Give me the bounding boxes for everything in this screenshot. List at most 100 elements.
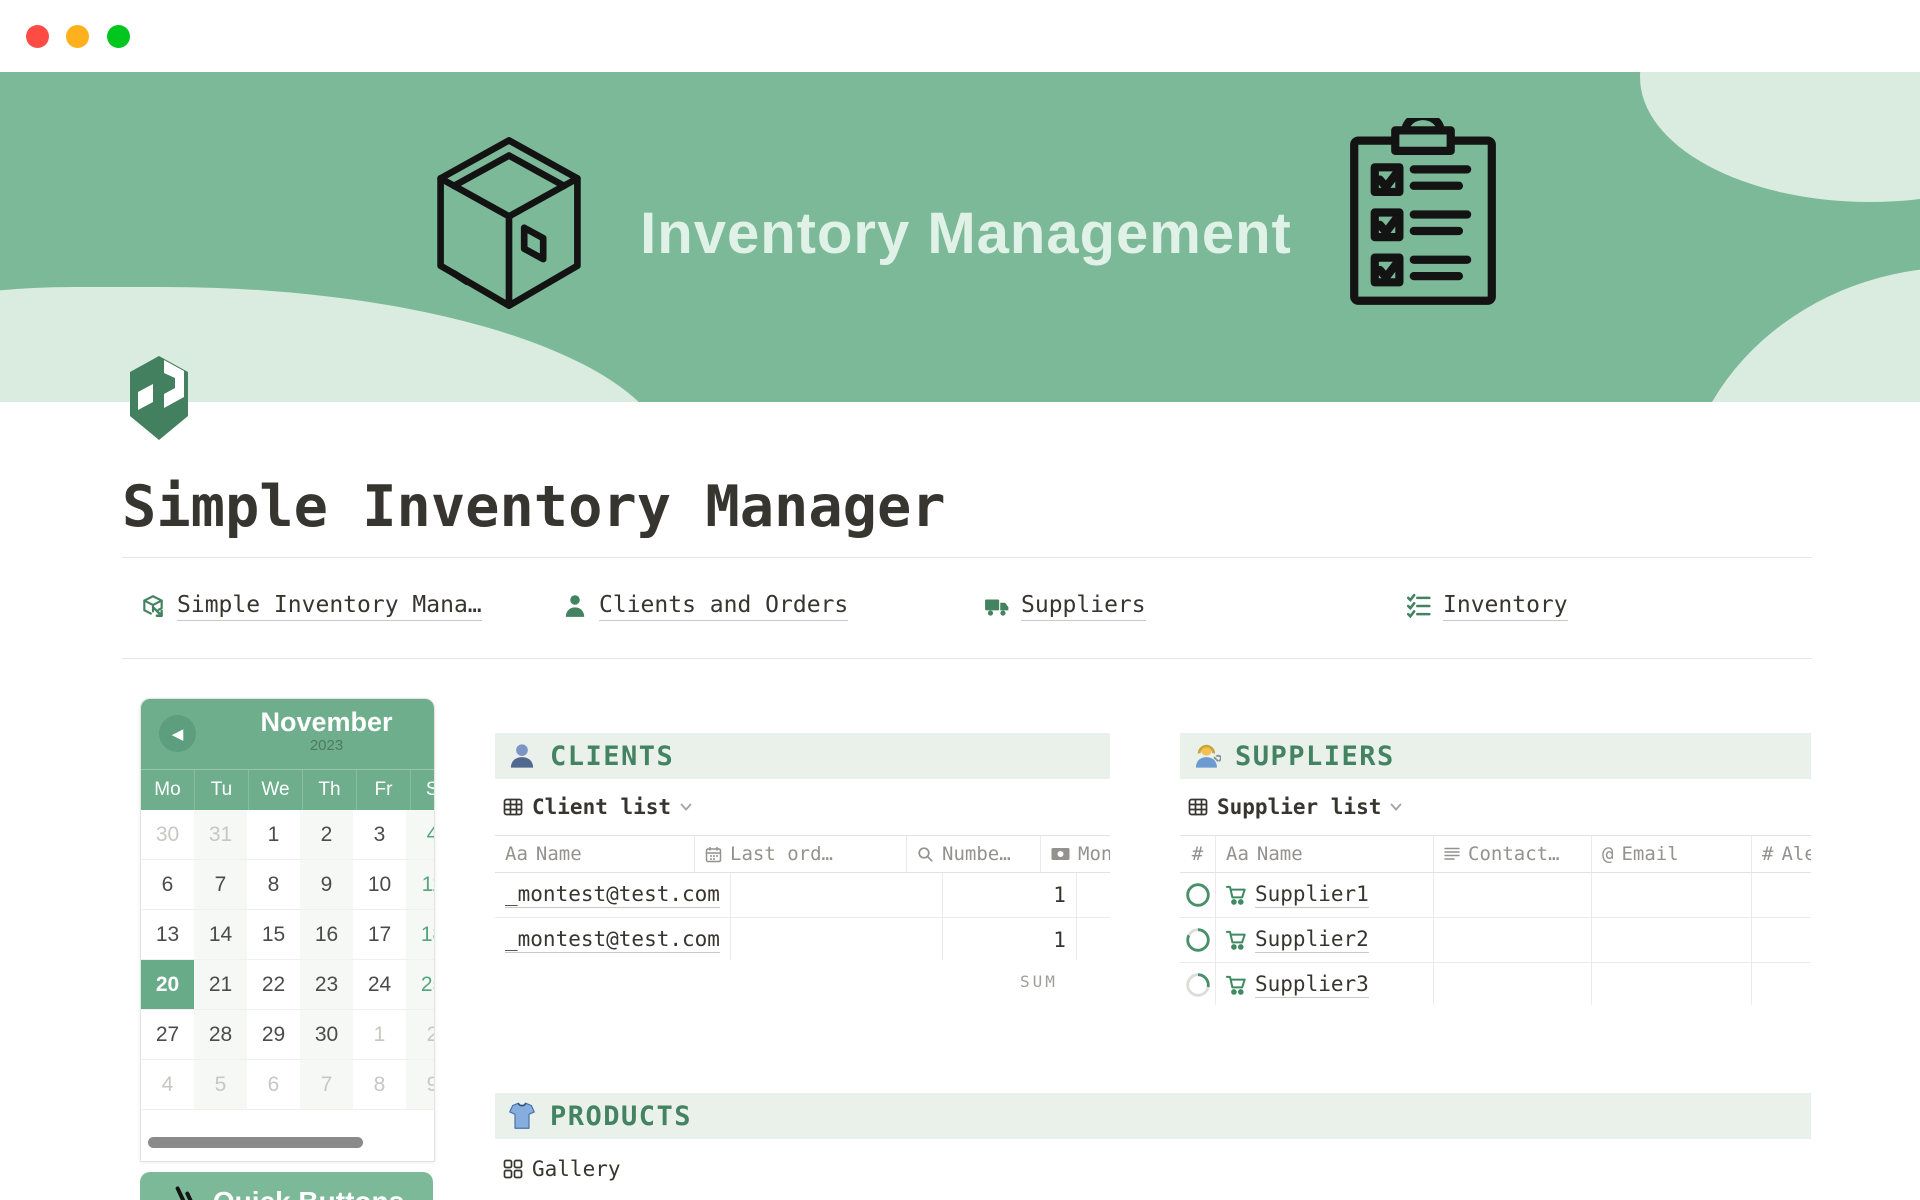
supplier-alert-cell[interactable] bbox=[1752, 918, 1811, 962]
nav-link-inventory[interactable]: Inventory bbox=[1406, 578, 1568, 634]
calendar-day[interactable]: 28 bbox=[194, 1010, 247, 1059]
column-header-money[interactable]: Mon bbox=[1041, 836, 1110, 872]
checklist-icon bbox=[1406, 593, 1432, 619]
supplier-name-cell[interactable]: Supplier2 bbox=[1216, 918, 1434, 962]
client-number-cell[interactable]: 1 bbox=[943, 918, 1077, 960]
calendar-day[interactable]: 24 bbox=[367, 972, 392, 996]
supplier-progress-cell[interactable] bbox=[1180, 963, 1216, 1005]
client-money-cell[interactable] bbox=[1077, 918, 1110, 960]
supplier-email-cell[interactable] bbox=[1592, 918, 1752, 962]
page-icon[interactable] bbox=[128, 352, 190, 442]
calendar-day[interactable]: 8 bbox=[267, 872, 280, 896]
calendar-day[interactable]: 6 bbox=[267, 1072, 280, 1096]
calendar-day[interactable]: 22 bbox=[261, 972, 286, 996]
calendar-day[interactable]: 10 bbox=[367, 872, 392, 896]
client-name-link[interactable]: _montest@test.com bbox=[505, 882, 720, 908]
clients-view-tab[interactable]: Client list bbox=[503, 790, 692, 824]
supplier-progress-cell[interactable] bbox=[1180, 873, 1216, 917]
nav-link-clients-and-orders[interactable]: Clients and Orders bbox=[562, 578, 849, 634]
column-header-contact[interactable]: Contact… bbox=[1434, 836, 1592, 872]
mechanic-icon bbox=[1193, 742, 1221, 770]
calendar-day[interactable]: 27 bbox=[155, 1022, 180, 1046]
column-header-name[interactable]: Aa Name bbox=[495, 836, 695, 872]
supplier-alert-cell[interactable] bbox=[1752, 963, 1811, 1005]
client-number-cell[interactable]: 1 bbox=[943, 873, 1077, 917]
client-name-cell[interactable]: _montest@test.com bbox=[495, 873, 731, 917]
calendar-day[interactable]: 8 bbox=[373, 1072, 386, 1096]
suppliers-view-label: Supplier list bbox=[1217, 795, 1382, 819]
calendar-day[interactable]: 23 bbox=[300, 960, 353, 1009]
supplier-name-link[interactable]: Supplier2 bbox=[1255, 927, 1369, 953]
minimize-window-button[interactable] bbox=[66, 25, 89, 48]
nav-link-simple-inventory-manager[interactable]: Simple Inventory Mana… bbox=[140, 578, 482, 634]
calendar-day[interactable]: 4 bbox=[406, 810, 434, 859]
close-window-button[interactable] bbox=[26, 25, 49, 48]
calendar-day[interactable]: 3 bbox=[373, 822, 386, 846]
calendar-day[interactable]: 7 bbox=[300, 1060, 353, 1109]
supplier-contact-cell[interactable] bbox=[1434, 918, 1592, 962]
column-header-number[interactable]: Numbe… bbox=[907, 836, 1041, 872]
column-header-name[interactable]: Aa Name bbox=[1216, 836, 1434, 872]
sum-label[interactable]: SUM bbox=[1020, 972, 1058, 991]
calendar-day[interactable]: 4 bbox=[161, 1072, 174, 1096]
calendar-day[interactable]: 30 bbox=[155, 822, 180, 846]
calendar-day[interactable]: 25 bbox=[406, 960, 434, 1009]
calendar-day[interactable]: 17 bbox=[367, 922, 392, 946]
calendar-month: November bbox=[260, 707, 393, 737]
supplier-contact-cell[interactable] bbox=[1434, 873, 1592, 917]
client-name-link[interactable]: _montest@test.com bbox=[505, 927, 720, 953]
clients-section-header: CLIENTS bbox=[495, 733, 1110, 779]
at-icon: @ bbox=[1602, 843, 1614, 865]
calendar-day[interactable]: 30 bbox=[300, 1010, 353, 1059]
client-money-cell[interactable] bbox=[1077, 873, 1110, 917]
calendar-day[interactable]: 29 bbox=[261, 1022, 286, 1046]
client-last-order-cell[interactable] bbox=[731, 873, 943, 917]
supplier-email-cell[interactable] bbox=[1592, 963, 1752, 1005]
supplier-contact-cell[interactable] bbox=[1434, 963, 1592, 1005]
supplier-name-link[interactable]: Supplier1 bbox=[1255, 882, 1369, 908]
calendar-day[interactable]: 14 bbox=[194, 910, 247, 959]
quick-buttons-header[interactable]: Quick Buttons bbox=[140, 1172, 433, 1200]
calendar-day[interactable]: 9 bbox=[300, 860, 353, 909]
calendar-day[interactable]: 13 bbox=[155, 922, 180, 946]
divider bbox=[122, 658, 1812, 659]
clients-table-header: Aa Name Last ord… bbox=[495, 836, 1110, 873]
client-name-cell[interactable]: _montest@test.com bbox=[495, 918, 731, 960]
supplier-email-cell[interactable] bbox=[1592, 873, 1752, 917]
column-header-progress[interactable]: # bbox=[1180, 836, 1216, 872]
supplier-name-cell[interactable]: Supplier1 bbox=[1216, 873, 1434, 917]
horizontal-scrollbar[interactable] bbox=[148, 1137, 363, 1148]
calendar-day[interactable]: 16 bbox=[300, 910, 353, 959]
banner-blob bbox=[1640, 72, 1920, 202]
products-view-tab[interactable]: Gallery bbox=[503, 1152, 621, 1186]
calendar-day[interactable]: 2 bbox=[406, 1010, 434, 1059]
supplier-name-cell[interactable]: Supplier3 bbox=[1216, 963, 1434, 1005]
calendar-day[interactable]: 11 bbox=[406, 860, 434, 909]
column-header-last-order[interactable]: Last ord… bbox=[695, 836, 907, 872]
calendar-day[interactable]: 1 bbox=[267, 822, 280, 846]
calendar-day[interactable]: 6 bbox=[161, 872, 174, 896]
calendar-day[interactable]: 18 bbox=[406, 910, 434, 959]
calendar-day[interactable]: 15 bbox=[261, 922, 286, 946]
calendar-day[interactable]: 5 bbox=[194, 1060, 247, 1109]
supplier-alert-cell[interactable] bbox=[1752, 873, 1811, 917]
supplier-name-link[interactable]: Supplier3 bbox=[1255, 972, 1369, 998]
column-header-email[interactable]: @ Email bbox=[1592, 836, 1752, 872]
calendar-header: ◀ November 2023 bbox=[141, 699, 434, 769]
calendar-day[interactable]: 2 bbox=[300, 810, 353, 859]
column-header-alert[interactable]: # Ale bbox=[1752, 836, 1811, 872]
calendar-day-selected[interactable]: 20 bbox=[141, 960, 194, 1009]
client-last-order-cell[interactable] bbox=[731, 918, 943, 960]
nav-link-label: Suppliers bbox=[1021, 592, 1146, 621]
calendar-prev-month-button[interactable]: ◀ bbox=[159, 715, 196, 752]
supplier-progress-cell[interactable] bbox=[1180, 918, 1216, 962]
calendar-day[interactable]: 1 bbox=[373, 1022, 386, 1046]
suppliers-view-tab[interactable]: Supplier list bbox=[1188, 790, 1402, 824]
calendar-day[interactable]: 21 bbox=[194, 960, 247, 1009]
calendar-day[interactable]: 7 bbox=[194, 860, 247, 909]
zoom-window-button[interactable] bbox=[107, 25, 130, 48]
nav-link-suppliers[interactable]: Suppliers bbox=[984, 578, 1146, 634]
calendar-day[interactable]: 31 bbox=[194, 810, 247, 859]
calendar-day[interactable]: 9 bbox=[406, 1060, 434, 1109]
